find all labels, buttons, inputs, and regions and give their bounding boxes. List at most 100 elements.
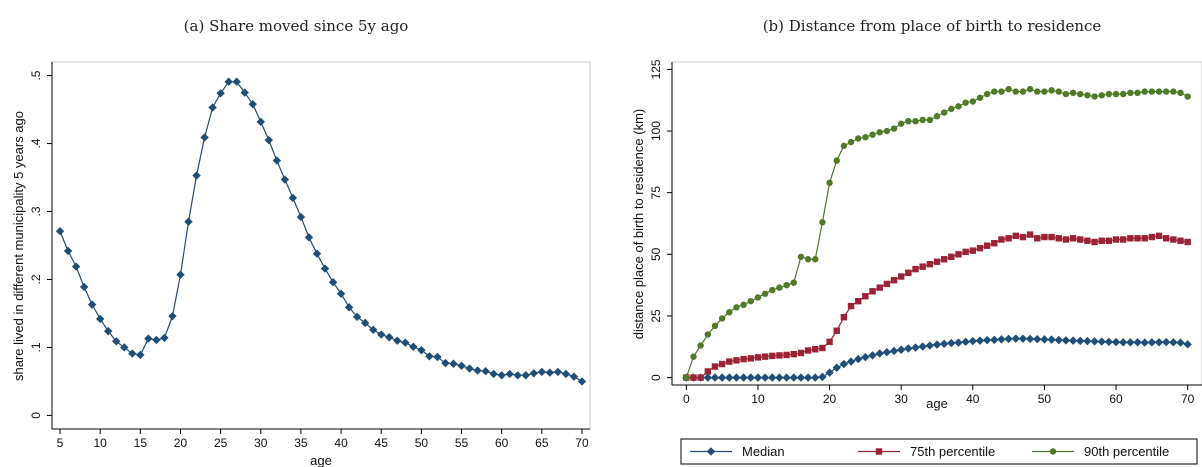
panel-b-data-point bbox=[1162, 88, 1170, 95]
panel-b-data-point bbox=[1040, 335, 1049, 344]
panel-a-data-point bbox=[144, 334, 153, 343]
panel-b-data-point bbox=[1127, 89, 1134, 97]
panel-b-data-point bbox=[760, 373, 770, 382]
panel-b-data-point bbox=[975, 336, 985, 345]
panel-b-data-point bbox=[976, 94, 984, 101]
panel-b-data-point bbox=[790, 350, 797, 358]
panel-b-data-point bbox=[1141, 235, 1148, 242]
panel-a-data-point bbox=[232, 77, 241, 86]
panel-b-data-point bbox=[1061, 336, 1071, 345]
panel-b-legend: Median 75th percentile 90th percentile bbox=[680, 438, 1198, 465]
panel-b-data-point bbox=[976, 244, 984, 252]
panel-a-y-tick-label: .1 bbox=[29, 342, 43, 352]
panel-b-data-point bbox=[1177, 89, 1184, 97]
panel-b-data-point bbox=[954, 338, 963, 347]
panel-b-data-point bbox=[703, 373, 713, 382]
panel-a-data-point bbox=[521, 371, 530, 380]
panel-b-data-point bbox=[948, 105, 955, 113]
panel-b-data-point bbox=[1170, 236, 1177, 243]
panel-b-data-point bbox=[683, 374, 690, 381]
panel-a-x-tick-label: 20 bbox=[174, 436, 188, 450]
panel-b-data-point bbox=[740, 301, 747, 309]
panel-b-data-point bbox=[862, 293, 869, 300]
panel-a-data-point bbox=[79, 282, 89, 292]
panel-a-data-point bbox=[505, 369, 514, 379]
panel-b-data-point bbox=[869, 131, 876, 138]
panel-b-data-point bbox=[897, 120, 905, 127]
panel-b-data-point bbox=[1119, 338, 1128, 347]
panel-b-data-point bbox=[1120, 90, 1127, 98]
panel-a-y-ticks: 0 .1 .2 .3 .4 .5 bbox=[29, 70, 52, 419]
panel-b-data-point bbox=[926, 116, 934, 124]
panel-b-data-point bbox=[783, 351, 790, 359]
panel-b-series-1 bbox=[683, 231, 1191, 381]
panel-b-data-point bbox=[855, 297, 862, 305]
panel-b-data-point bbox=[1055, 235, 1062, 242]
panel-b-data-point bbox=[1184, 93, 1191, 100]
panel-b-data-point bbox=[1105, 237, 1113, 244]
panel-b-data-point bbox=[833, 327, 840, 334]
panel-a-data-point bbox=[168, 311, 177, 321]
panel-a-x-ticks: 5 10 15 20 25 30 35 40 45 50 55 60 65 70 bbox=[57, 429, 589, 450]
panel-a-data-point bbox=[344, 303, 354, 312]
panel-a-data-point bbox=[409, 342, 418, 351]
panel-b-data-point bbox=[1012, 88, 1019, 95]
panel-a-data-point bbox=[55, 227, 65, 236]
panel-a-x-tick-label: 10 bbox=[93, 436, 107, 450]
panel-a-x-tick-label: 60 bbox=[495, 436, 509, 450]
panel-b-data-point bbox=[1148, 233, 1156, 241]
panel-b-data-point bbox=[932, 340, 942, 349]
panel-a-data-point bbox=[200, 133, 209, 142]
panel-b-data-point bbox=[904, 344, 913, 353]
panel-a-data-point bbox=[569, 372, 579, 381]
panel-b-x-tick-label: 10 bbox=[751, 392, 765, 406]
panel-a-data-point bbox=[336, 289, 346, 298]
panel-b-data-point bbox=[1004, 334, 1013, 344]
panel-a-data-point bbox=[224, 77, 233, 86]
panel-b-data-point bbox=[1154, 338, 1164, 347]
panel-a-data-point bbox=[473, 366, 482, 375]
panel-a-data-point bbox=[312, 249, 322, 258]
panel-b-data-point bbox=[998, 236, 1005, 243]
panel-a-y-tick-label: .3 bbox=[29, 206, 43, 216]
panel-b-data-point bbox=[1177, 237, 1184, 244]
panel-a-data-point bbox=[489, 369, 498, 379]
panel-b-data-point bbox=[1025, 334, 1035, 344]
panel-a-data-point bbox=[280, 175, 290, 184]
panel-b-data-point bbox=[912, 265, 919, 273]
panel-b-data-point bbox=[889, 346, 899, 356]
panel-b-data-point bbox=[862, 134, 869, 141]
panel-b-data-point bbox=[832, 363, 841, 372]
panel-b-data-point bbox=[1048, 233, 1055, 241]
panel-b-data-point bbox=[690, 374, 697, 381]
panel-b-data-point bbox=[1162, 235, 1170, 242]
panel-b-data-point bbox=[1068, 336, 1078, 345]
panel-b-data-point bbox=[697, 342, 704, 349]
panel-b-data-point bbox=[1083, 336, 1092, 346]
panel-b-data-point bbox=[733, 304, 740, 311]
panel-b-data-point bbox=[803, 373, 813, 382]
panel-b-data-point bbox=[1127, 235, 1134, 242]
panel-b-data-point bbox=[861, 352, 870, 362]
panel-b-data-point bbox=[847, 138, 855, 146]
panel-b-data-point bbox=[925, 341, 935, 350]
panel-b-title: (b) Distance from place of birth to resi… bbox=[763, 17, 1102, 35]
panel-a-data-point bbox=[296, 212, 306, 222]
panel-b-data-point bbox=[1091, 93, 1098, 100]
panel-b-data-point bbox=[717, 373, 727, 382]
panel-b-data-point bbox=[1047, 335, 1056, 344]
panel-b-data-point bbox=[990, 335, 999, 345]
panel-b-data-point bbox=[797, 349, 805, 357]
panel-b-data-point bbox=[1155, 232, 1163, 240]
panel-b-x-tick-label: 0 bbox=[683, 392, 690, 406]
panel-b-data-point bbox=[739, 373, 748, 382]
panel-b-y-ticks: 0 25 50 75 100 125 bbox=[649, 59, 672, 381]
panel-a-series bbox=[55, 77, 587, 386]
panel-b-data-point bbox=[761, 353, 769, 360]
panel-a-data-point bbox=[248, 99, 257, 109]
panel-b-data-point bbox=[1169, 338, 1178, 347]
panel-b-data-point bbox=[882, 348, 892, 357]
panel-b-series-0 bbox=[682, 334, 1192, 382]
panel-b-y-tick-label: 50 bbox=[649, 247, 663, 261]
panel-a-x-tick-label: 40 bbox=[334, 436, 348, 450]
